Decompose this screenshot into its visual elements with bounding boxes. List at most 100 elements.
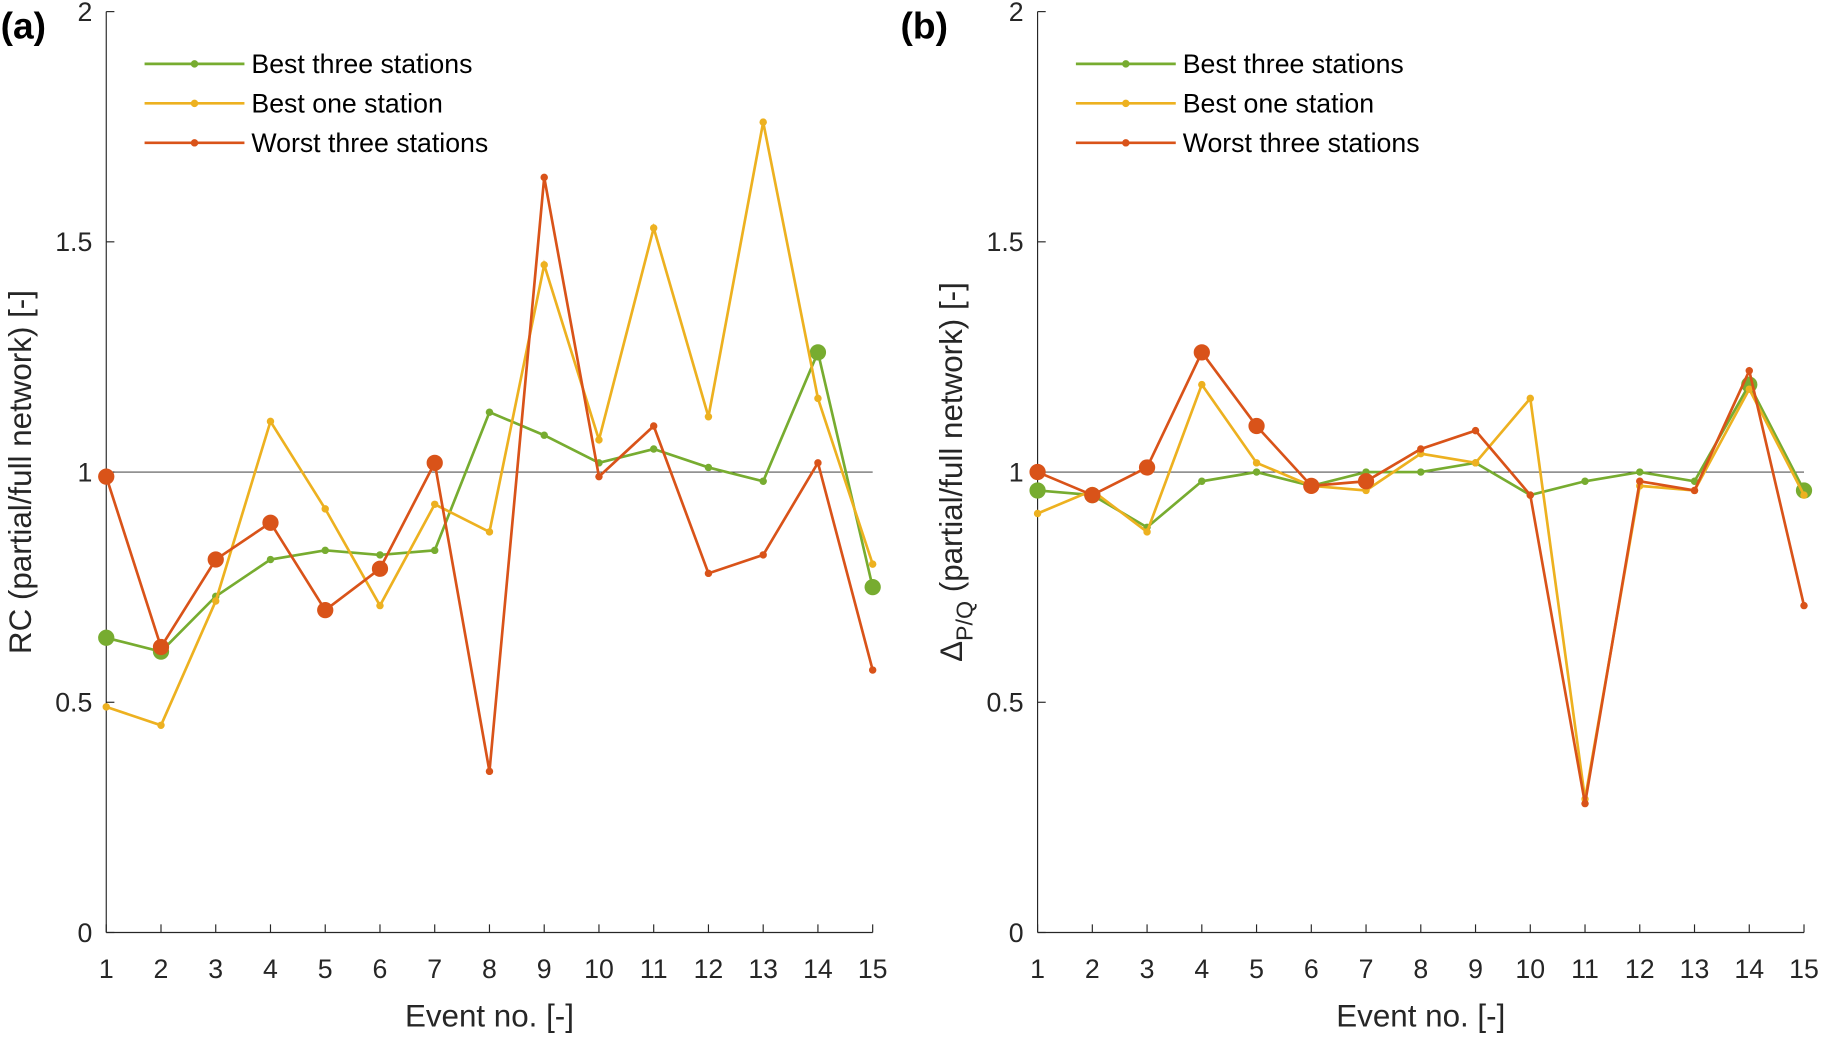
y-tick-label: 2 — [77, 0, 92, 27]
data-point — [540, 261, 548, 269]
data-point — [1526, 394, 1534, 403]
data-point — [704, 569, 713, 578]
data-point — [1800, 491, 1808, 499]
series-best-three-stations — [98, 344, 881, 660]
panel-label: (a) — [1, 4, 46, 46]
data-point — [485, 767, 494, 776]
series-line — [1037, 349, 1806, 804]
data-point — [1471, 426, 1480, 435]
data-point — [207, 551, 224, 568]
x-tick-label: 9 — [1468, 954, 1483, 984]
series-line — [105, 121, 874, 727]
data-point — [1193, 344, 1210, 361]
y-label-subscript: P/Q — [952, 601, 978, 641]
y-tick-label: 0 — [1009, 918, 1024, 948]
data-point — [1029, 482, 1046, 499]
data-point — [649, 422, 658, 430]
legend-label: Best three stations — [1183, 49, 1404, 79]
x-tick-label: 13 — [748, 954, 778, 984]
data-point — [1143, 528, 1151, 536]
series-best-one-station — [1033, 380, 1808, 803]
x-tick-label: 6 — [1304, 954, 1319, 984]
data-point — [431, 546, 439, 555]
data-point — [1745, 367, 1753, 375]
data-point — [426, 454, 443, 471]
data-point — [1084, 486, 1101, 504]
legend: Best three stations Best one station Worst… — [144, 49, 488, 158]
data-point — [485, 408, 494, 416]
data-point — [759, 551, 767, 559]
legend-marker — [1122, 60, 1130, 68]
x-tick-label: 12 — [694, 954, 724, 984]
x-tick-label: 1 — [1030, 954, 1045, 984]
data-point — [321, 546, 329, 555]
data-point — [1636, 468, 1644, 476]
data-point — [1417, 468, 1425, 476]
x-tick-label: 7 — [427, 954, 442, 984]
data-point — [1252, 459, 1261, 467]
data-point — [376, 601, 384, 610]
x-tick-label: 11 — [640, 954, 668, 984]
y-tick-label: 0.5 — [987, 688, 1024, 718]
data-point — [376, 551, 384, 559]
y-tick-label: 0.5 — [55, 688, 92, 718]
data-point — [759, 118, 767, 126]
data-point — [595, 436, 603, 444]
data-point — [649, 445, 658, 453]
data-point — [1248, 417, 1265, 435]
x-tick-label: 5 — [1249, 954, 1264, 984]
data-point — [1033, 509, 1042, 518]
data-point — [868, 560, 877, 568]
data-point — [1252, 468, 1261, 476]
data-point — [98, 468, 115, 485]
x-axis-label: Event no. [-] — [1336, 999, 1505, 1034]
data-point — [1138, 459, 1156, 476]
x-tick-label: 3 — [1140, 954, 1155, 984]
x-tick-label: 11 — [1571, 954, 1599, 984]
data-point — [540, 173, 548, 182]
data-point — [649, 224, 658, 232]
x-tick-label: 9 — [537, 954, 552, 984]
data-point — [1800, 601, 1808, 610]
legend-label: Best one station — [1183, 89, 1374, 119]
data-point — [1198, 477, 1206, 485]
data-point — [152, 638, 170, 656]
x-tick-label: 14 — [803, 954, 833, 984]
x-tick-label: 10 — [584, 954, 614, 984]
panel-label: (b) — [901, 4, 948, 46]
x-tick-label: 8 — [1413, 954, 1428, 984]
x-tick-label: 4 — [1194, 954, 1209, 984]
series-line — [105, 348, 874, 654]
data-point — [157, 721, 165, 730]
x-tick-label: 2 — [154, 954, 169, 984]
data-point — [1581, 477, 1589, 485]
x-tick-label: 3 — [208, 954, 223, 984]
y-tick-label: 0 — [77, 918, 92, 948]
x-tick-label: 10 — [1515, 954, 1545, 984]
y-tick-label: 1 — [77, 457, 92, 487]
data-point — [1471, 459, 1480, 467]
data-point — [1745, 385, 1753, 393]
legend-label: Best three stations — [251, 49, 472, 79]
y-axis-label: ΔP/Q (partial/full network) [-] — [934, 282, 977, 662]
y-tick-label: 1.5 — [55, 227, 92, 257]
data-point — [704, 463, 713, 472]
data-point — [1581, 799, 1589, 808]
x-tick-label: 1 — [99, 954, 114, 984]
data-point — [1636, 477, 1644, 485]
data-point — [540, 431, 548, 439]
data-point — [809, 344, 827, 361]
data-point — [1690, 486, 1699, 495]
x-tick-label: 12 — [1625, 954, 1655, 984]
legend-label: Worst three stations — [1183, 128, 1420, 158]
data-point — [1417, 445, 1425, 453]
data-point — [431, 500, 439, 508]
data-point — [485, 528, 494, 536]
data-point — [1198, 380, 1206, 389]
data-point — [1303, 477, 1320, 494]
data-point — [759, 477, 767, 485]
y-axis-label: RC (partial/full network) [-] — [3, 290, 38, 654]
x-tick-label: 2 — [1085, 954, 1100, 984]
